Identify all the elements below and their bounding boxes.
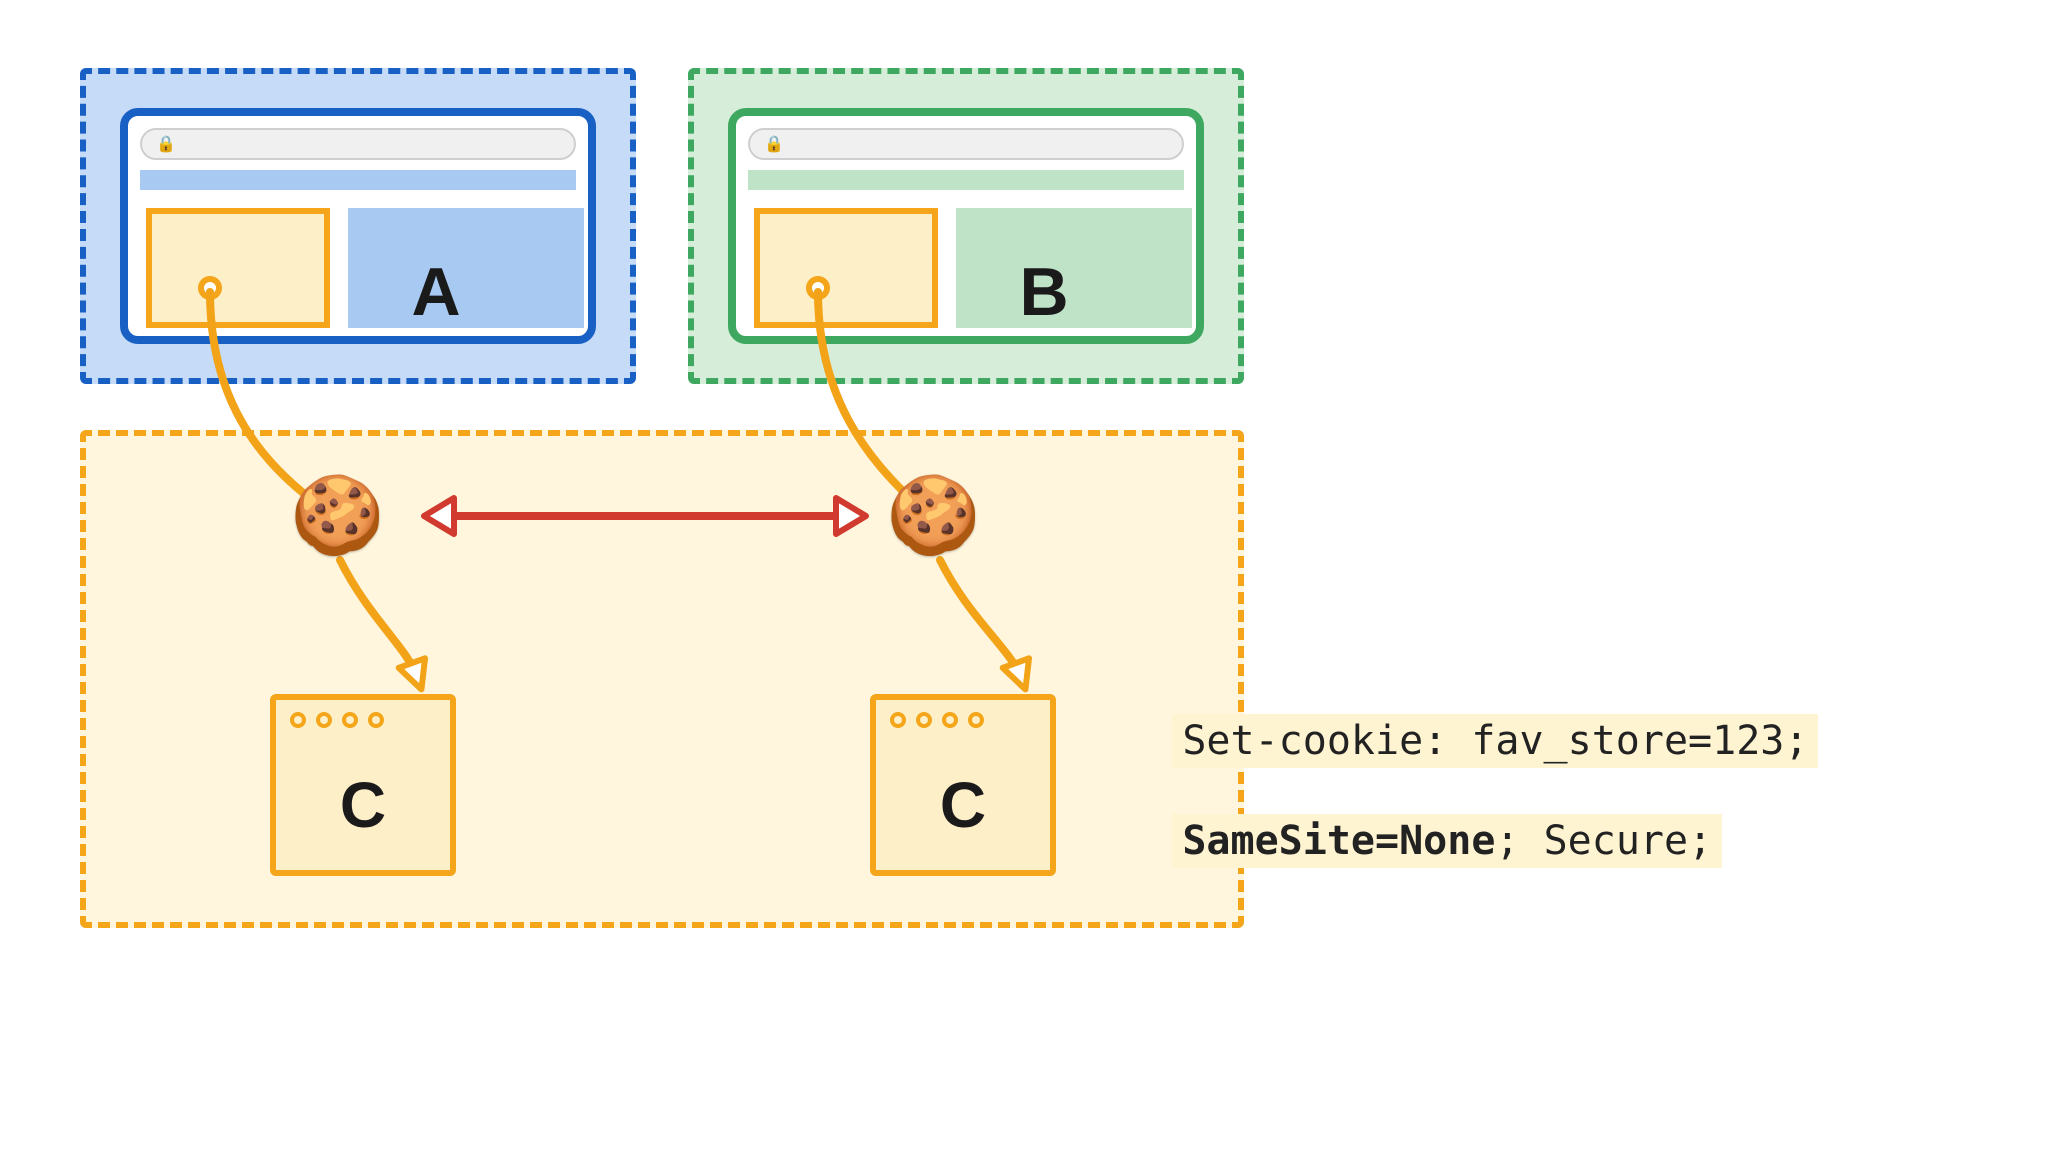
toolbar-stripe — [140, 170, 576, 190]
lock-icon: 🔒 — [156, 134, 176, 154]
context-label-c: C — [940, 768, 986, 842]
toolbar-stripe — [748, 170, 1184, 190]
dot-icon — [942, 712, 958, 728]
dot-icon — [890, 712, 906, 728]
code-line-1: Set-cookie: fav_store=123; — [1172, 714, 1818, 768]
window-dots — [890, 712, 984, 728]
cookie-icon: 🍪 — [290, 478, 385, 554]
browser-window-b: 🔒 — [728, 108, 1204, 344]
dot-icon — [342, 712, 358, 728]
address-bar: 🔒 — [748, 128, 1184, 160]
diagram-stage: 🔒 A 🔒 B 🍪 🍪 C — [0, 0, 2048, 1152]
lock-icon: 🔒 — [764, 134, 784, 154]
browser-window-a: 🔒 — [120, 108, 596, 344]
context-card-c-right: C — [870, 694, 1056, 876]
code-line-2: SameSite=None; Secure; — [1172, 814, 1722, 868]
context-card-c-left: C — [270, 694, 456, 876]
dot-icon — [316, 712, 332, 728]
dot-icon — [916, 712, 932, 728]
window-dots — [290, 712, 384, 728]
context-label-c: C — [340, 768, 386, 842]
dot-icon — [368, 712, 384, 728]
content-pane-b — [956, 208, 1192, 328]
connection-port-a — [198, 276, 222, 300]
embedded-frame-a — [146, 208, 330, 328]
address-bar: 🔒 — [140, 128, 576, 160]
content-pane-a — [348, 208, 584, 328]
embedded-frame-b — [754, 208, 938, 328]
dot-icon — [290, 712, 306, 728]
connection-port-b — [806, 276, 830, 300]
dot-icon — [968, 712, 984, 728]
cookie-icon: 🍪 — [886, 478, 981, 554]
zone-third-party-c — [80, 430, 1244, 928]
set-cookie-header-annotation: Set-cookie: fav_store=123; SameSite=None… — [1076, 668, 1818, 914]
site-label-b: B — [1019, 253, 1068, 331]
site-label-a: A — [411, 253, 460, 331]
